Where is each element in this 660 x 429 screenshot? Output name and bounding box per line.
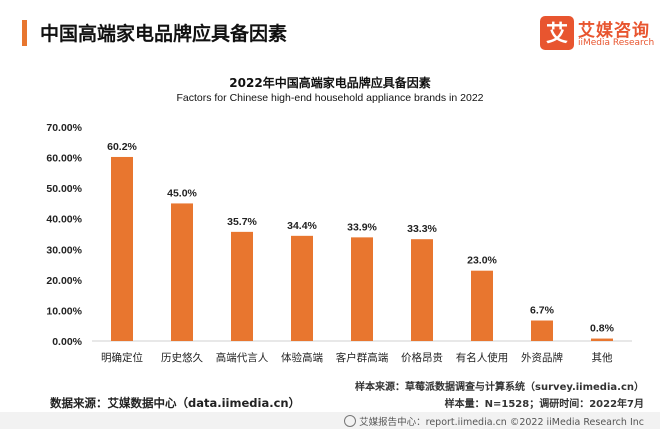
category-label: 其他	[592, 351, 613, 364]
category-label: 客户群高端	[336, 351, 389, 364]
value-label: 23.0%	[467, 255, 497, 267]
bar-6	[411, 239, 433, 341]
y-tick-label: 30.00%	[46, 244, 82, 256]
category-label: 体验高端	[281, 351, 323, 364]
title-accent-bar	[22, 20, 27, 46]
chart-subtitle: Factors for Chinese high-end household a…	[176, 92, 484, 104]
y-tick-label: 50.00%	[46, 183, 82, 195]
category-label: 价格昂贵	[401, 351, 443, 364]
data-source: 数据来源：艾媒数据中心（data.iimedia.cn）	[50, 396, 301, 410]
logo-mark-icon: 艾	[540, 16, 574, 50]
y-tick-label: 0.00%	[52, 336, 82, 348]
y-tick-label: 10.00%	[46, 305, 82, 317]
sample-source-note: 样本来源：草莓派数据调查与计算系统（survey.iimedia.cn）	[355, 382, 644, 393]
bar-1	[111, 156, 133, 341]
logo-english-name: iiMedia Research	[578, 38, 655, 48]
y-tick-label: 70.00%	[46, 122, 82, 134]
value-label: 35.7%	[227, 216, 257, 228]
bar-5	[351, 237, 373, 341]
chart-title: 2022年中国高端家电品牌应具备因素	[229, 76, 431, 90]
value-label: 0.8%	[590, 323, 615, 335]
report-center-icon	[344, 415, 357, 427]
value-label: 45.0%	[167, 187, 197, 199]
y-tick-label: 20.00%	[46, 275, 82, 287]
y-tick-label: 60.00%	[46, 153, 82, 165]
bar-2	[171, 203, 193, 341]
iimedia-logo: 艾 艾媒咨询 iiMedia Research	[540, 14, 655, 54]
logo-chinese-name: 艾媒咨询	[578, 21, 650, 41]
value-label: 34.4%	[287, 220, 317, 232]
footer-bar: 艾媒报告中心：report.iimedia.cn ©2022 iiMedia R…	[0, 412, 660, 429]
value-label: 33.3%	[407, 223, 437, 235]
category-label: 历史悠久	[161, 351, 203, 364]
bar-7	[471, 270, 493, 341]
footer-text: 艾媒报告中心：report.iimedia.cn ©2022 iiMedia R…	[359, 417, 644, 428]
bar-8	[531, 320, 553, 341]
category-label: 有名人使用	[456, 351, 509, 364]
value-label: 6.7%	[530, 305, 555, 317]
category-label: 明确定位	[101, 351, 143, 364]
page-title: 中国高端家电品牌应具备因素	[40, 23, 288, 45]
bar-3	[231, 231, 253, 341]
sample-size-note: 样本量：N=1528；调研时间：2022年7月	[444, 399, 644, 410]
value-label: 60.2%	[107, 141, 137, 153]
bar-4	[291, 235, 313, 341]
category-label: 外资品牌	[521, 351, 563, 364]
y-tick-label: 40.00%	[46, 214, 82, 226]
logo-mark-glyph: 艾	[546, 22, 568, 47]
category-label: 高端代言人	[216, 351, 269, 364]
footer-text-wrap: 艾媒报告中心：report.iimedia.cn ©2022 iiMedia R…	[344, 414, 644, 428]
value-label: 33.9%	[347, 221, 377, 233]
bar-9	[591, 338, 613, 341]
